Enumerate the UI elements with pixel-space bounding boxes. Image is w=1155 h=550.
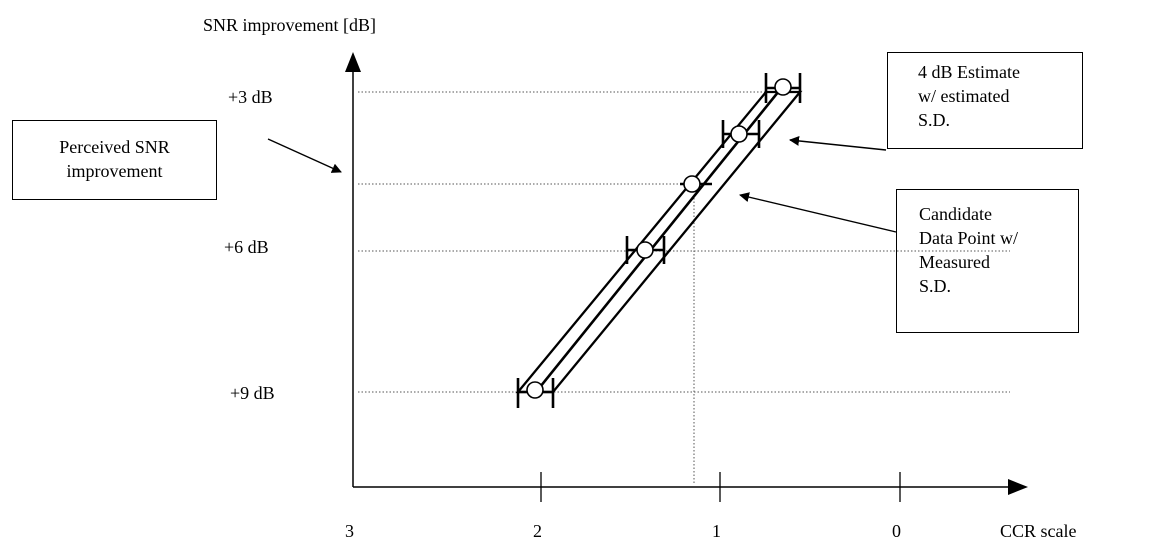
- x-axis-title: CCR scale: [1000, 521, 1077, 541]
- candidate-callout-line-4: S.D.: [919, 276, 952, 296]
- y-tick-label-3db: +3 dB: [228, 87, 273, 107]
- y-axis-title: SNR improvement [dB]: [203, 15, 376, 35]
- perceived-snr-callout: Perceived SNR improvement: [12, 120, 217, 200]
- x-tick-label-1: 1: [712, 521, 721, 541]
- y-axis-arrowhead: [345, 52, 361, 72]
- estimate-callout-line-3: S.D.: [918, 110, 951, 130]
- estimate-callout-line-2: w/ estimated: [918, 86, 1010, 106]
- estimate-callout-arrow: [789, 135, 887, 151]
- x-axis-arrowhead: [1008, 479, 1028, 495]
- data-point-2: [636, 241, 654, 259]
- candidate-callout-line-3: Measured: [919, 252, 990, 272]
- candidate-callout: Candidate Data Point w/ Measured S.D.: [896, 189, 1079, 333]
- data-point-3: [683, 175, 701, 193]
- estimate-callout-line-1: 4 dB Estimate: [918, 62, 1020, 82]
- data-point-5: [774, 78, 792, 96]
- data-point-4: [730, 125, 748, 143]
- perceived-callout-arrow: [267, 138, 342, 173]
- candidate-callout-line-1: Candidate: [919, 204, 992, 224]
- x-tick-label-2: 2: [533, 521, 542, 541]
- estimate-callout: 4 dB Estimate w/ estimated S.D.: [887, 52, 1083, 149]
- y-tick-label-6db: +6 dB: [224, 237, 269, 257]
- perceived-callout-line-2: improvement: [66, 161, 163, 181]
- perceived-callout-line-1: Perceived SNR: [59, 137, 170, 157]
- y-tick-label-9db: +9 dB: [230, 383, 275, 403]
- candidate-callout-line-2: Data Point w/: [919, 228, 1018, 248]
- candidate-callout-arrow: [739, 192, 897, 233]
- data-point-1: [526, 381, 544, 399]
- x-tick-label-0: 0: [892, 521, 901, 541]
- x-tick-label-3: 3: [345, 521, 354, 541]
